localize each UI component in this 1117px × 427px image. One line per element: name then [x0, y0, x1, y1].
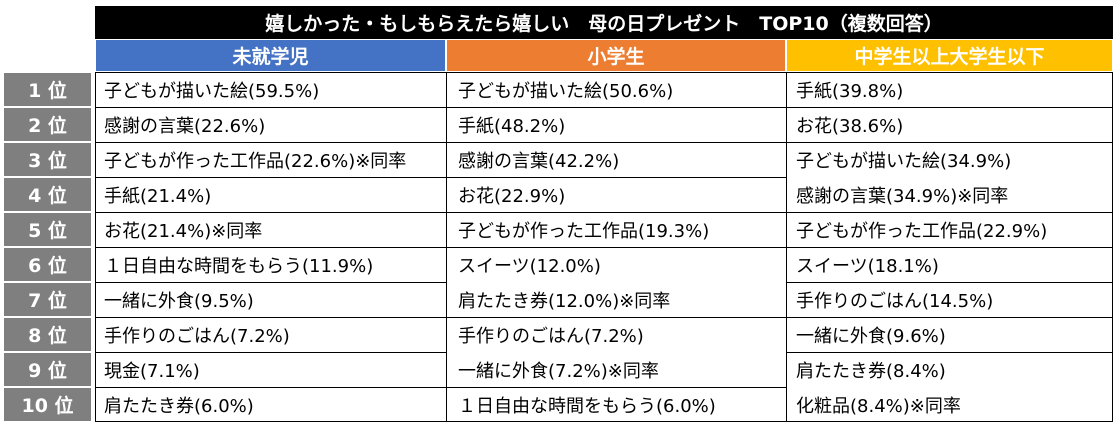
table-cell: 一緒に外食(9.5%)	[104, 291, 254, 312]
row-divider	[786, 212, 1113, 213]
table-cell: １日自由な時間をもらう(6.0%)	[458, 396, 716, 417]
row-divider	[95, 212, 446, 213]
table-cell: 一緒に外食(9.6%)	[796, 326, 946, 347]
table-cell: 化粧品(8.4%)※同率	[796, 396, 961, 417]
table-cell: 手紙(48.2%)	[458, 116, 566, 137]
rank-label: 2 位	[4, 108, 91, 142]
row-divider	[786, 317, 1113, 318]
table-cell: 子どもが作った工作品(22.6%)※同率	[104, 151, 407, 172]
table-cell: 子どもが描いた絵(59.5%)	[104, 81, 320, 102]
row-divider	[95, 352, 446, 353]
row-divider	[446, 177, 786, 178]
row-divider	[446, 212, 786, 213]
column-header-middle-to-university: 中学生以上大学生以下	[786, 39, 1113, 72]
rank-label: 1 位	[4, 73, 91, 107]
row-divider	[95, 107, 446, 108]
table-cell: 感謝の言葉(34.9%)※同率	[796, 186, 1009, 207]
rank-label: 4 位	[4, 178, 91, 212]
table-cell: 感謝の言葉(42.2%)	[458, 151, 620, 172]
table-cell: 子どもが描いた絵(50.6%)	[458, 81, 674, 102]
table-cell: 肩たたき券(6.0%)	[104, 396, 254, 417]
row-divider	[786, 142, 1113, 143]
table-cell: 現金(7.1%)	[104, 361, 200, 382]
table-cell: お花(22.9%)	[458, 186, 566, 207]
table-cell: 手紙(21.4%)	[104, 186, 212, 207]
table-cell: 手作りのごはん(7.2%)	[458, 326, 644, 347]
table-cell: １日自由な時間をもらう(11.9%)	[104, 256, 374, 277]
row-divider	[95, 142, 446, 143]
rank-label: 5 位	[4, 213, 91, 247]
row-divider	[446, 247, 786, 248]
row-divider	[95, 177, 446, 178]
table-cell: 子どもが描いた絵(34.9%)	[796, 151, 1012, 172]
rank-label: 3 位	[4, 143, 91, 177]
table-cell: スイーツ(12.0%)	[458, 256, 601, 277]
row-divider	[446, 142, 786, 143]
row-divider	[95, 247, 446, 248]
rank-label: 9 位	[4, 353, 91, 387]
row-divider	[786, 247, 1113, 248]
table-cell: 一緒に外食(7.2%)※同率	[458, 361, 659, 382]
column-header-elementary: 小学生	[446, 39, 786, 72]
rank-label: 8 位	[4, 318, 91, 352]
table-cell: 子どもが作った工作品(19.3%)	[458, 221, 710, 242]
table-cell: お花(21.4%)※同率	[104, 221, 263, 242]
table-cell: 手作りのごはん(7.2%)	[104, 326, 290, 347]
table-cell: 子どもが作った工作品(22.9%)	[796, 221, 1048, 242]
table-cell: 肩たたき券(12.0%)※同率	[458, 291, 671, 312]
row-divider	[95, 387, 446, 388]
row-divider	[786, 352, 1113, 353]
row-divider	[95, 282, 446, 283]
row-divider	[446, 387, 786, 388]
rank-label: 7 位	[4, 283, 91, 317]
table-title: 嬉しかった・もしもらえたら嬉しい 母の日プレゼント TOP10（複数回答）	[95, 6, 1113, 39]
table-cell: 手紙(39.8%)	[796, 81, 904, 102]
table-cell: 手作りのごはん(14.5%)	[796, 291, 994, 312]
row-divider	[786, 282, 1113, 283]
rank-label: 6 位	[4, 248, 91, 282]
table-cell: スイーツ(18.1%)	[796, 256, 939, 277]
row-divider	[446, 107, 786, 108]
column-header-preschool: 未就学児	[95, 39, 446, 72]
table-cell: 肩たたき券(8.4%)	[796, 361, 946, 382]
rank-label: 10 位	[4, 388, 91, 422]
table-cell: お花(38.6%)	[796, 116, 904, 137]
row-divider	[786, 107, 1113, 108]
row-divider	[446, 317, 786, 318]
row-divider	[95, 317, 446, 318]
table-cell: 感謝の言葉(22.6%)	[104, 116, 266, 137]
